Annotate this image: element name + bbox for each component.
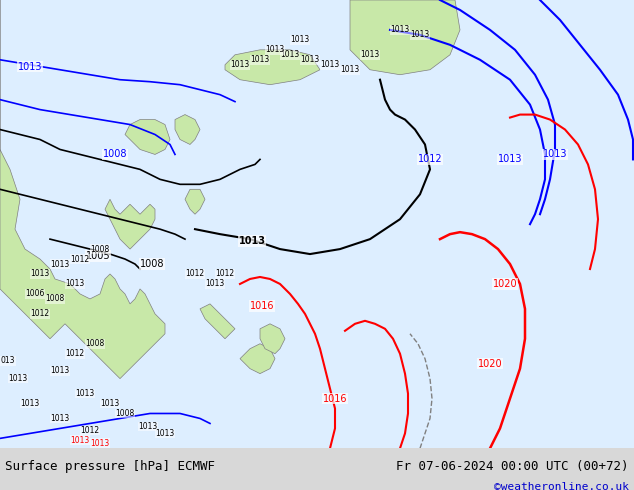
Text: 1012: 1012 [65,349,84,358]
Text: 1020: 1020 [493,279,517,289]
Text: Fr 07-06-2024 00:00 UTC (00+72): Fr 07-06-2024 00:00 UTC (00+72) [396,460,629,473]
Text: 1013: 1013 [391,25,410,34]
Text: 1013: 1013 [543,149,567,159]
Text: 1008: 1008 [91,245,110,254]
Polygon shape [200,304,235,339]
Text: 1008: 1008 [139,259,164,269]
Polygon shape [260,324,285,354]
Text: 1013: 1013 [320,60,340,69]
Text: 1013: 1013 [138,422,158,431]
Polygon shape [125,120,170,154]
Text: 1012: 1012 [185,270,205,278]
Text: 1013: 1013 [20,399,39,408]
Text: 1013: 1013 [91,439,110,448]
Text: 1012: 1012 [70,254,89,264]
Polygon shape [105,199,155,249]
Text: 1012: 1012 [81,426,100,435]
Text: 1020: 1020 [477,359,502,368]
Text: 1013: 1013 [100,399,120,408]
Text: 1013: 1013 [498,154,522,165]
Text: 1013: 1013 [50,260,70,269]
Text: 1013: 1013 [70,436,89,445]
Text: 1013: 1013 [205,279,224,289]
Polygon shape [350,0,460,75]
Polygon shape [185,189,205,214]
Text: 1016: 1016 [323,393,347,404]
Polygon shape [240,344,275,373]
Text: 1013: 1013 [50,414,70,423]
Text: 1013: 1013 [75,389,94,398]
Text: 1013: 1013 [65,279,84,289]
Text: 1013: 1013 [8,374,28,383]
Text: Surface pressure [hPa] ECMWF: Surface pressure [hPa] ECMWF [5,460,215,473]
Text: 1013: 1013 [230,60,250,69]
Text: 1013: 1013 [410,30,430,39]
Text: 1013: 1013 [250,55,269,64]
Text: 013: 013 [1,356,15,365]
Text: 1008: 1008 [103,149,127,159]
Text: 1005: 1005 [86,251,110,261]
Text: 1006: 1006 [25,290,44,298]
Text: 1008: 1008 [46,294,65,303]
Text: 1013: 1013 [280,50,300,59]
Text: 1008: 1008 [115,409,134,418]
Text: 1016: 1016 [250,301,275,311]
Text: 1012: 1012 [30,309,49,318]
Text: 1012: 1012 [216,270,235,278]
Text: 1013: 1013 [360,50,380,59]
Text: 1013: 1013 [340,65,359,74]
Text: 1013: 1013 [18,62,42,72]
Text: 1008: 1008 [86,339,105,348]
Text: 1013: 1013 [290,35,309,45]
Text: 1013: 1013 [301,55,320,64]
Polygon shape [0,0,165,379]
Text: 1013: 1013 [155,429,174,438]
Text: 1013: 1013 [50,366,70,375]
Polygon shape [175,115,200,145]
Text: 1013: 1013 [30,270,49,278]
Text: 1012: 1012 [418,154,443,165]
Text: 1013: 1013 [238,236,266,246]
Text: 1013: 1013 [266,45,285,54]
Text: ©weatheronline.co.uk: ©weatheronline.co.uk [494,482,629,490]
Polygon shape [225,50,320,85]
